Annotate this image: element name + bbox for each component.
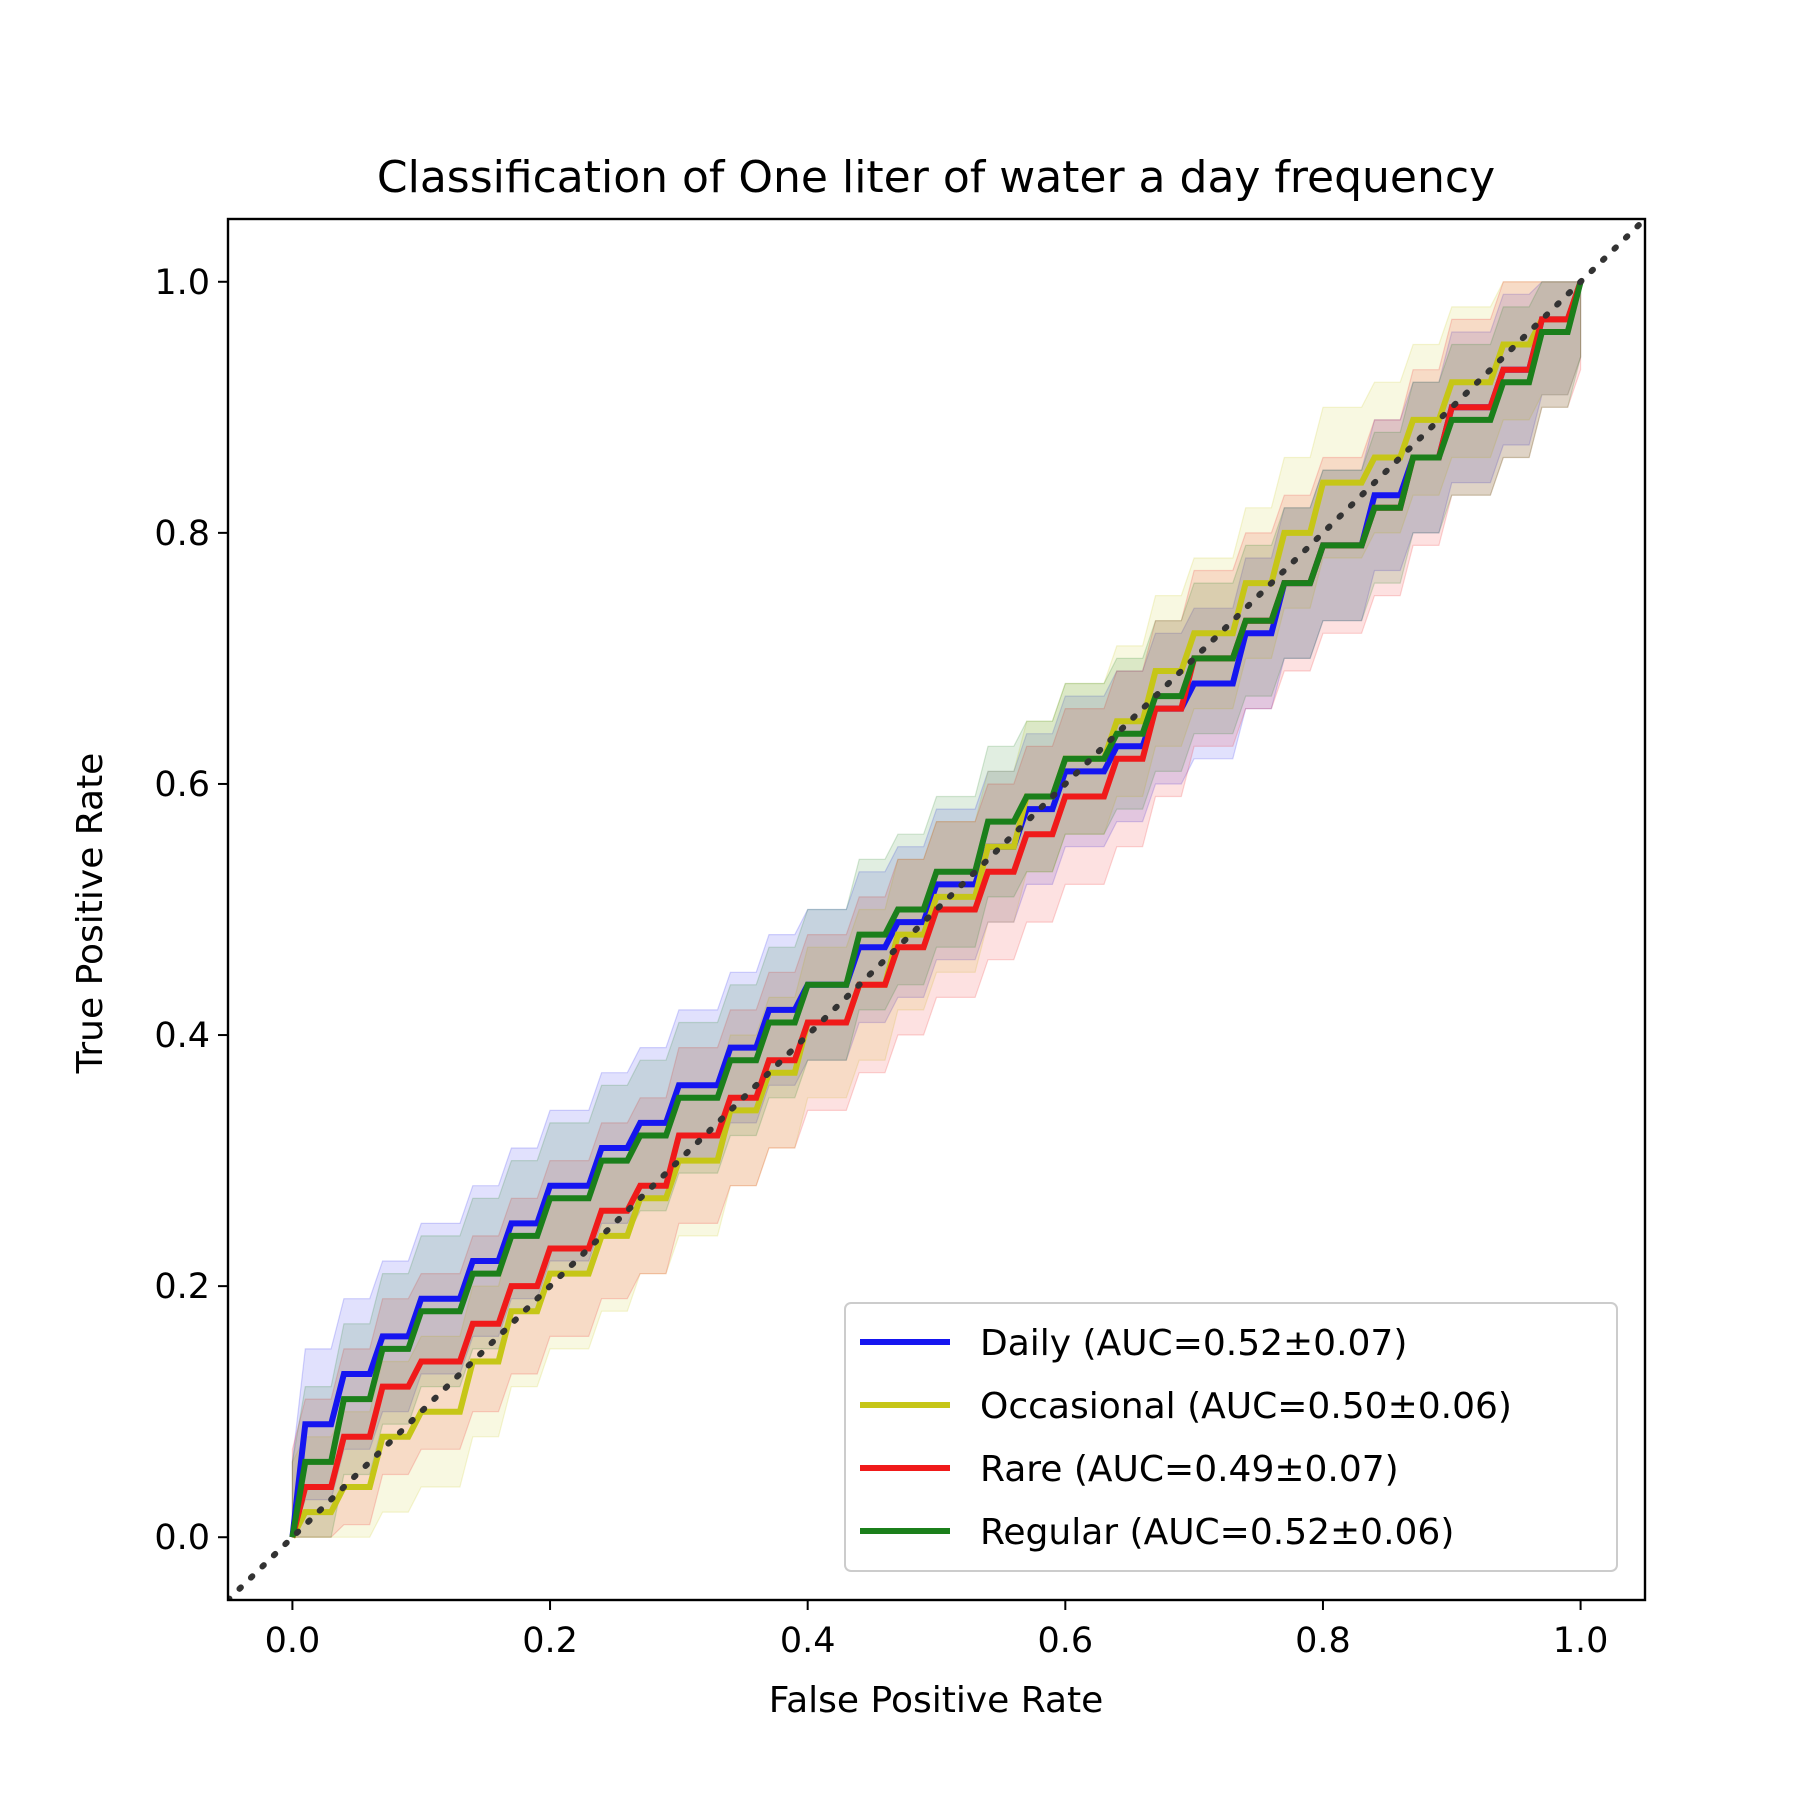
legend-entry-occasional: Occasional (AUC=0.50±0.06) [980,1386,1512,1427]
y-tick-label: 0.0 [154,1518,210,1558]
y-axis-label: True Positive Rate [70,753,111,1075]
plot-frame [226,217,1647,1602]
chance-diagonal-line [228,219,1645,1600]
series-line-daily [289,280,1584,1538]
x-tick-label: 0.8 [1295,1621,1351,1661]
x-tick-label: 0.4 [780,1621,836,1661]
legend-entry-regular: Regular (AUC=0.52±0.06) [980,1512,1454,1553]
plot-area: 0.0 0.2 0.4 0.6 0.8 1.0 0.0 0.2 0.4 0.6 0.8 1.0 Dail… [154,217,1647,1661]
x-tick-label: 1.0 [1553,1621,1609,1661]
x-tick-label: 0.0 [265,1621,321,1661]
y-tick-label: 0.4 [154,1016,210,1056]
legend-box [844,1302,1618,1572]
y-tick-label: 0.6 [154,765,210,805]
chart-title: Classification of One liter of water a d… [377,152,1495,203]
legend-entry-daily: Daily (AUC=0.52±0.07) [980,1323,1407,1364]
series-line-regular [289,281,1584,1538]
plot-content [228,219,1645,1600]
y-tick-label: 0.8 [154,514,210,554]
x-tick-label: 0.6 [1037,1621,1093,1661]
legend-entry-rare: Rare (AUC=0.49±0.07) [980,1449,1399,1490]
y-tick-label: 1.0 [154,263,210,303]
y-tick-label: 0.2 [154,1267,210,1307]
x-tick-label: 0.2 [522,1621,578,1661]
legend: Daily (AUC=0.52±0.07) Occasional (AUC=0.5… [844,1302,1618,1572]
x-axis-label: False Positive Rate [769,1680,1104,1721]
